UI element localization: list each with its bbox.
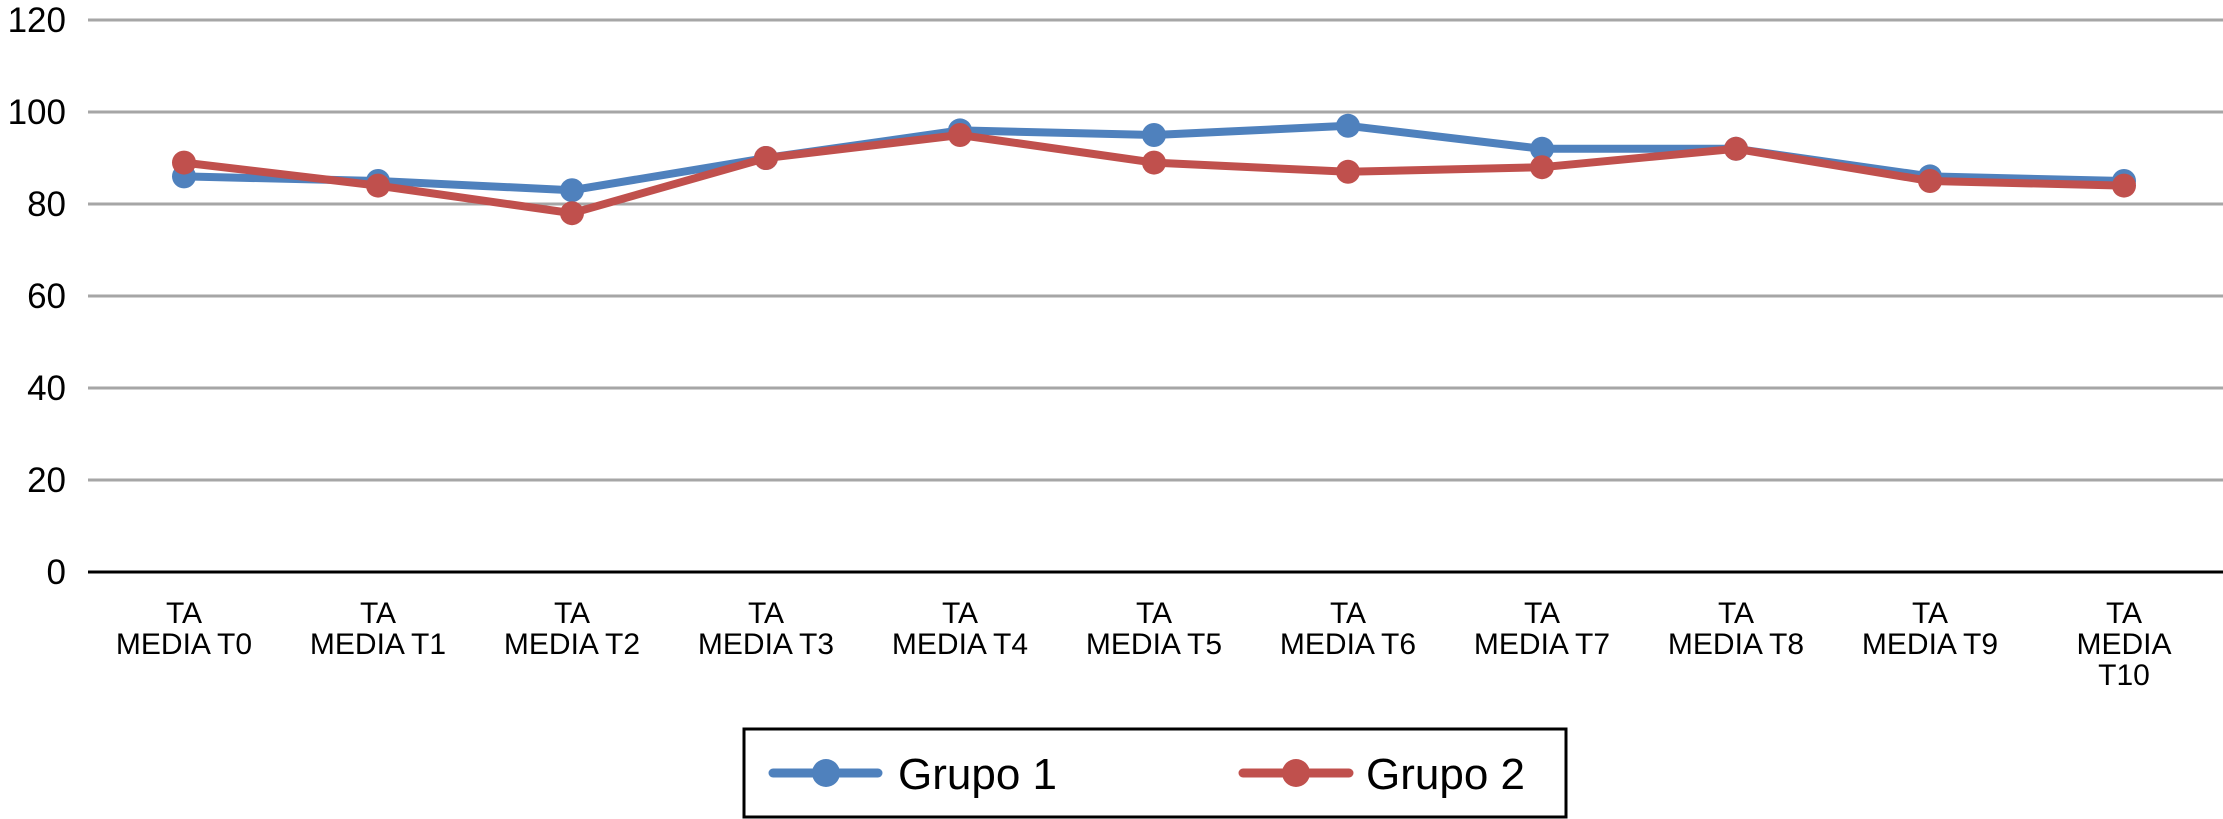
- x-tick-label-line: TA: [166, 597, 202, 630]
- x-tick-label-line: MEDIA T3: [698, 628, 834, 661]
- x-tick-label: TA MEDIA T8: [1668, 597, 1804, 661]
- x-tick-label-line: TA: [360, 597, 396, 630]
- legend-label: Grupo 2: [1366, 750, 1525, 799]
- x-tick-label-line: MEDIA T4: [892, 628, 1028, 661]
- legend-item: Grupo 1: [768, 750, 1057, 799]
- gridlines: [88, 18, 2223, 482]
- x-tick-label-line: MEDIA T0: [116, 628, 252, 661]
- legend-swatch-marker: [1282, 759, 1310, 787]
- data-point: [754, 146, 778, 170]
- y-tick-label: 0: [47, 553, 66, 592]
- data-point: [948, 123, 972, 147]
- y-tick-label: 80: [27, 185, 66, 224]
- data-point: [1724, 136, 1748, 161]
- x-tick-label: TA MEDIA T3: [698, 597, 834, 661]
- x-tick-label-line: MEDIA T8: [1668, 628, 1804, 661]
- legend-swatch-marker: [812, 759, 840, 787]
- x-tick-label-line: MEDIA T6: [1280, 628, 1416, 661]
- series-2: [172, 123, 2136, 226]
- x-tick-label: TA MEDIA T6: [1280, 597, 1416, 661]
- data-point: [366, 173, 390, 198]
- data-point: [1142, 150, 1166, 175]
- x-tick-label-line: TA: [1136, 597, 1172, 630]
- data-point: [172, 150, 196, 175]
- x-tick-label-line: MEDIA T2: [504, 628, 640, 661]
- x-tick-label-line: TA: [748, 597, 784, 630]
- x-tick-label-line: MEDIA T1: [310, 628, 446, 661]
- x-tick-label-line: MEDIA T7: [1474, 628, 1610, 661]
- data-point: [1336, 159, 1360, 184]
- x-tick-label: TA MEDIA T2: [504, 597, 640, 661]
- x-tick-label-line: TA: [1524, 597, 1560, 630]
- y-tick-label: 40: [27, 369, 66, 408]
- x-tick-label-line: MEDIA T9: [1862, 628, 1998, 661]
- data-point: [1336, 113, 1360, 138]
- series-lines: [172, 113, 2136, 226]
- x-tick-label: TA MEDIA T0: [116, 597, 252, 661]
- x-tick-label-line: TA: [942, 597, 978, 630]
- data-point: [1530, 155, 1554, 180]
- x-tick-label: TA MEDIA T7: [1474, 597, 1610, 661]
- x-tick-label-line: TA: [1718, 597, 1754, 630]
- y-tick-label: 100: [8, 93, 66, 132]
- data-point: [560, 178, 584, 203]
- data-point: [1142, 123, 1166, 147]
- x-tick-label: TA MEDIA T5: [1086, 597, 1222, 661]
- x-tick-label-line: MEDIA T5: [1086, 628, 1222, 661]
- x-tick-label: TA MEDIA T10: [2076, 597, 2171, 692]
- x-tick-label: TA MEDIA T4: [892, 597, 1028, 661]
- legend-label: Grupo 1: [898, 750, 1057, 799]
- x-tick-label-line: TA: [1912, 597, 1948, 630]
- x-tick-label: TA MEDIA T1: [310, 597, 446, 661]
- y-tick-label: 120: [8, 1, 66, 40]
- y-tick-label: 60: [27, 277, 66, 316]
- legend: Grupo 1 Grupo 2: [742, 727, 1568, 819]
- x-tick-label-line: T10: [2098, 659, 2150, 692]
- legend-item: Grupo 2: [1238, 750, 1525, 799]
- data-point: [1530, 136, 1554, 161]
- x-tick-label: TA MEDIA T9: [1862, 597, 1998, 661]
- x-tick-label-line: TA: [2106, 597, 2142, 630]
- x-tick-label-line: MEDIA: [2076, 628, 2171, 661]
- y-tick-label: 20: [27, 461, 66, 500]
- data-point: [560, 201, 584, 226]
- x-tick-label-line: TA: [1330, 597, 1366, 630]
- y-axis-ticks: 0 20 40 60 80 100 120: [8, 1, 66, 592]
- x-tick-label-line: TA: [554, 597, 590, 630]
- data-point: [2112, 173, 2136, 198]
- data-point: [1918, 169, 1942, 193]
